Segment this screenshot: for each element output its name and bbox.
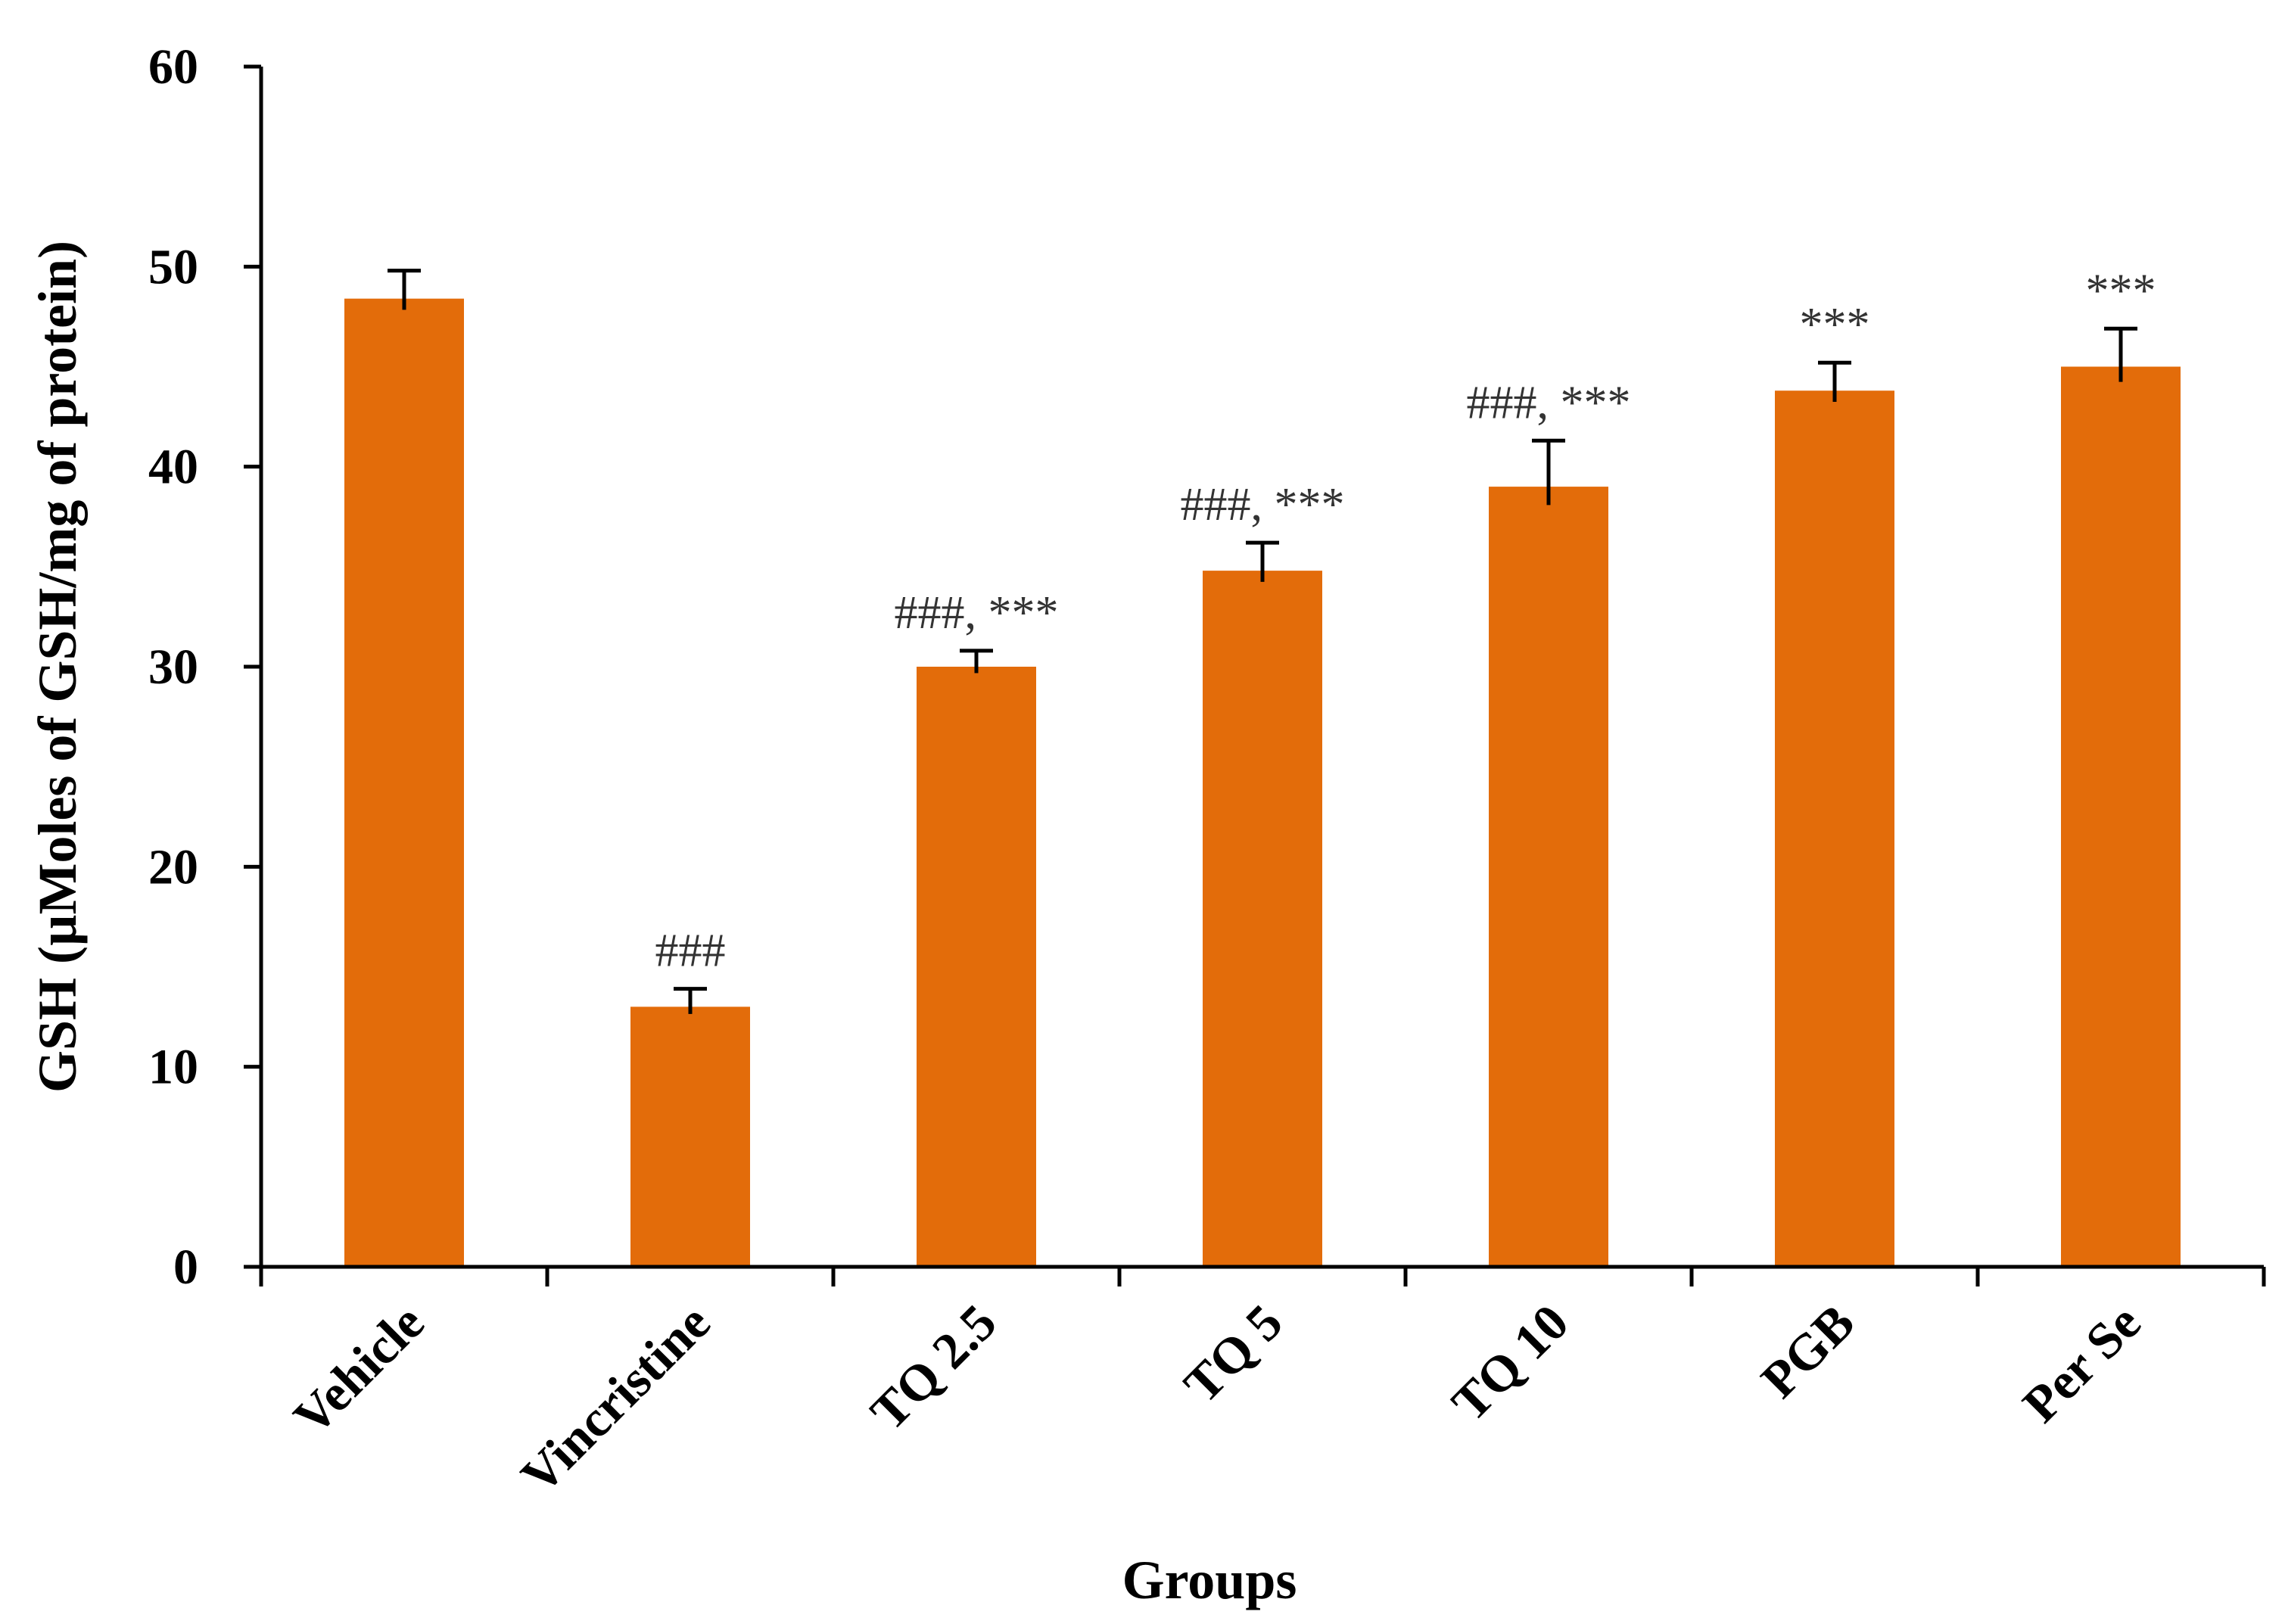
bar: [2061, 366, 2181, 1267]
y-tick-label: 10: [148, 1040, 198, 1095]
bars: [344, 298, 2181, 1267]
y-tick-label: 50: [148, 239, 198, 294]
x-axis-title: Groups: [1122, 1550, 1297, 1610]
y-tick-label: 20: [148, 839, 198, 894]
significance-label: ###, ***: [1467, 377, 1631, 428]
bar: [1489, 487, 1608, 1267]
significance-label: ###, ***: [895, 587, 1059, 639]
y-tick-label: 0: [173, 1240, 198, 1295]
significance-label: ###, ***: [1181, 479, 1345, 530]
x-axis-ticks: [259, 1267, 2266, 1286]
y-axis-ticks: 0 10 20 30 40 50 60: [148, 39, 261, 1295]
bar: [917, 667, 1036, 1267]
y-axis-title: GSH (µMoles of GSH/mg of protein): [27, 241, 88, 1093]
y-tick-label: 60: [148, 39, 198, 95]
category-label: TQ 2.5: [859, 1293, 1007, 1441]
category-label: Per Se: [2012, 1293, 2152, 1433]
category-label: TQ 5: [1172, 1293, 1293, 1414]
y-tick-label: 30: [148, 639, 198, 695]
bar: [630, 1006, 750, 1267]
category-label: TQ 10: [1440, 1293, 1579, 1432]
significance-annotations: ### ###, *** ###, *** ###, *** *** ***: [655, 265, 2156, 976]
bar: [1775, 390, 1894, 1267]
error-bars: [388, 269, 2137, 1014]
y-tick-label: 40: [148, 440, 198, 495]
category-labels: Vehicle Vincristine TQ 2.5 TQ 5 TQ 10 PGB Per …: [282, 1293, 2152, 1504]
bar: [1203, 571, 1322, 1267]
bar: [344, 298, 464, 1267]
significance-label: ***: [2086, 265, 2156, 316]
category-label: Vehicle: [282, 1293, 435, 1446]
category-label: PGB: [1750, 1293, 1866, 1409]
significance-label: ***: [1800, 299, 1870, 350]
significance-label: ###: [655, 926, 726, 977]
category-label: Vincristine: [510, 1293, 721, 1504]
